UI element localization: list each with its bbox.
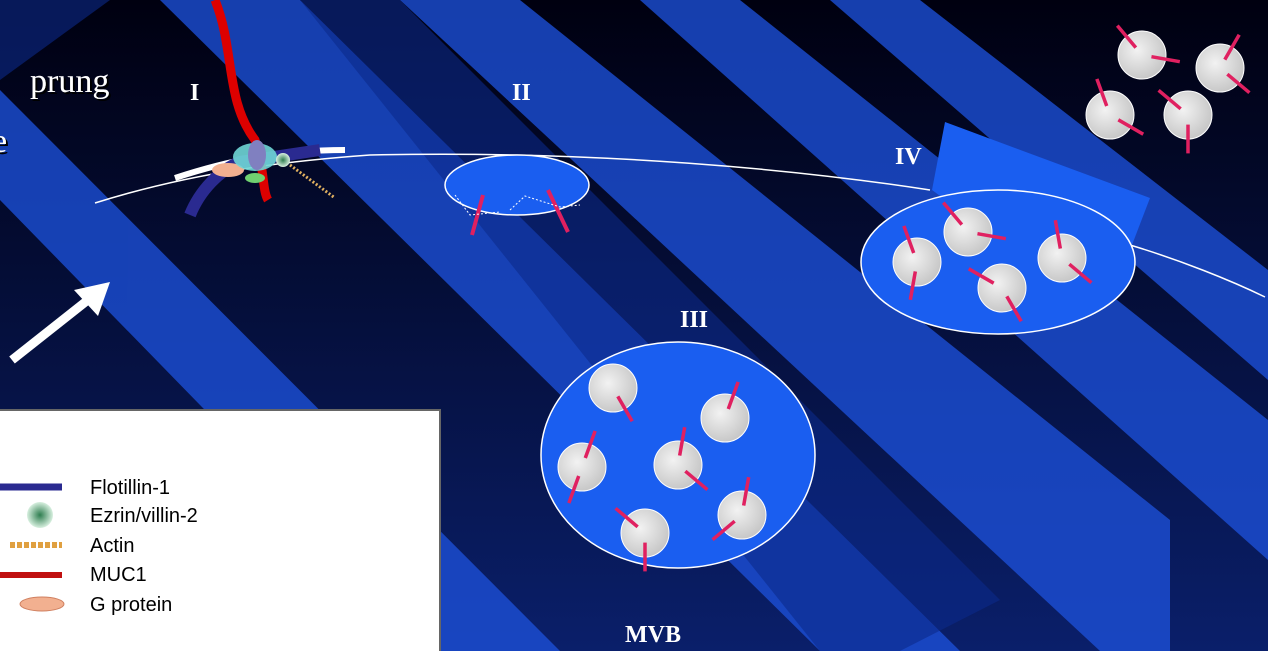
muc1 [1095, 78, 1109, 107]
muc1 [941, 201, 964, 226]
muc1 [1223, 33, 1241, 61]
muc1 [1068, 262, 1093, 285]
muc1 [967, 267, 995, 285]
muc1 [1157, 88, 1182, 111]
muc1 [1151, 54, 1181, 64]
muc1 [1115, 24, 1138, 49]
muc1 [908, 271, 918, 301]
slide-text: e [0, 123, 7, 160]
muc1 [902, 225, 916, 254]
exosome [653, 440, 703, 490]
muc1 [711, 519, 736, 542]
legend-label: G protein [90, 594, 172, 616]
exosome [588, 363, 638, 413]
exosome [557, 442, 607, 492]
exosome [1195, 43, 1245, 93]
muc1 [677, 426, 687, 456]
muc1 [616, 395, 634, 423]
arrow [9, 288, 101, 364]
exosome [1117, 30, 1167, 80]
arrow-head [74, 282, 110, 316]
exosome [892, 237, 942, 287]
actin [454, 194, 581, 216]
muc1 [741, 476, 751, 506]
legend-icon [19, 596, 65, 612]
legend-label: Ezrin/villin-2 [90, 505, 198, 527]
muc1 [684, 469, 709, 492]
exosome [1085, 90, 1135, 140]
legend-label: Flotillin-1 [90, 477, 170, 499]
membrane [1129, 244, 1266, 298]
stage-label: I [190, 80, 199, 106]
muc1 [470, 189, 570, 236]
legend-box [0, 409, 441, 651]
legend-icon [27, 502, 53, 528]
muc1 [726, 381, 740, 410]
muc1 [1053, 219, 1063, 249]
muc1 [1226, 72, 1251, 95]
fusing-mvb [860, 189, 1136, 335]
exosome [700, 393, 750, 443]
stage-label: III [680, 307, 708, 333]
muc1 [977, 231, 1007, 241]
legend-label: MUC1 [90, 564, 147, 586]
muc1 [614, 506, 639, 529]
legend-label: Actin [90, 535, 134, 557]
muc1 [583, 430, 597, 459]
exosome [943, 207, 993, 257]
raft-complex [174, 0, 346, 218]
muc1 [1005, 295, 1023, 323]
exosome [1037, 233, 1087, 283]
mvb-label: MVB [625, 622, 681, 648]
exosome [717, 490, 767, 540]
stage-label: II [512, 80, 531, 106]
exosome [977, 263, 1027, 313]
muc1 [567, 475, 581, 504]
stage-label: IV [895, 144, 922, 170]
muc1 [1117, 118, 1145, 136]
exosomes [557, 24, 1251, 572]
slide-text: prung [30, 63, 109, 100]
